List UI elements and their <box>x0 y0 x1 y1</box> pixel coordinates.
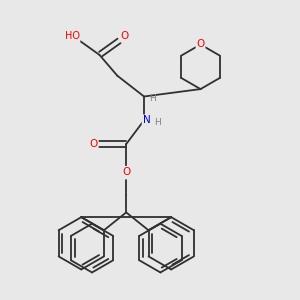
Text: HO: HO <box>64 32 80 41</box>
Text: O: O <box>122 167 130 177</box>
Text: N: N <box>142 115 150 125</box>
Text: H: H <box>154 118 161 127</box>
Text: O: O <box>89 139 98 149</box>
Text: O: O <box>196 40 205 50</box>
Text: O: O <box>121 32 129 41</box>
Text: H: H <box>149 94 156 103</box>
